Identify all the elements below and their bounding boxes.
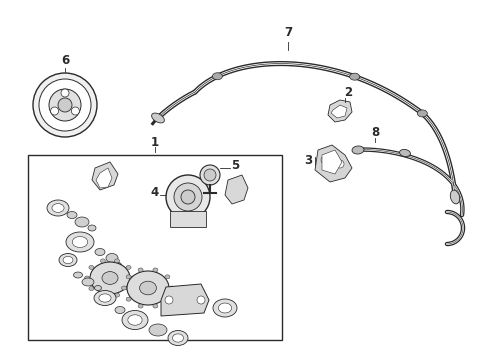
Ellipse shape [126,265,131,269]
Ellipse shape [417,110,427,117]
Ellipse shape [59,253,77,266]
Text: 6: 6 [61,54,69,67]
Ellipse shape [106,253,118,262]
Circle shape [321,156,329,164]
Circle shape [58,98,72,112]
Polygon shape [92,162,118,190]
Ellipse shape [122,286,126,290]
Circle shape [49,89,81,121]
Text: 7: 7 [284,26,292,39]
Ellipse shape [127,271,169,305]
Ellipse shape [165,275,170,279]
Ellipse shape [115,259,120,263]
Ellipse shape [89,287,94,291]
Ellipse shape [89,265,94,269]
Ellipse shape [126,297,131,301]
Ellipse shape [138,268,143,272]
Polygon shape [161,284,209,316]
Ellipse shape [74,272,82,278]
Text: 3: 3 [304,153,312,166]
Ellipse shape [95,248,105,256]
Ellipse shape [138,304,143,308]
Ellipse shape [115,262,122,267]
Ellipse shape [170,286,174,290]
Ellipse shape [126,287,131,291]
Circle shape [33,73,97,137]
Circle shape [197,296,205,304]
Ellipse shape [115,293,120,297]
Ellipse shape [130,276,136,280]
Ellipse shape [153,304,158,308]
Ellipse shape [102,271,118,284]
Text: 8: 8 [371,126,379,139]
Ellipse shape [63,256,73,264]
Ellipse shape [95,285,101,291]
Ellipse shape [90,262,130,294]
Ellipse shape [213,299,237,317]
Ellipse shape [84,276,90,280]
Bar [170,211,206,227]
Circle shape [200,165,220,185]
Bar [28,155,282,340]
Ellipse shape [352,146,364,154]
Circle shape [204,169,216,181]
Ellipse shape [52,204,64,212]
Ellipse shape [99,294,111,302]
Ellipse shape [350,73,360,80]
Ellipse shape [82,278,94,286]
Polygon shape [96,168,112,188]
Polygon shape [331,105,347,118]
Ellipse shape [450,190,460,204]
Ellipse shape [66,232,94,252]
Ellipse shape [128,315,142,325]
Ellipse shape [168,330,188,346]
Ellipse shape [165,297,170,301]
Ellipse shape [100,259,105,263]
Polygon shape [225,175,248,204]
Ellipse shape [153,268,158,272]
Ellipse shape [126,275,131,279]
Circle shape [174,183,202,211]
Ellipse shape [73,237,88,248]
Circle shape [181,190,195,204]
Ellipse shape [88,225,96,231]
Ellipse shape [115,306,125,314]
Ellipse shape [67,212,77,219]
Circle shape [166,175,210,219]
Text: 4: 4 [151,185,159,198]
Ellipse shape [149,324,167,336]
Polygon shape [328,100,352,122]
Text: 2: 2 [344,86,352,99]
Circle shape [50,107,59,115]
Ellipse shape [212,73,222,80]
Circle shape [336,160,344,168]
Ellipse shape [172,334,183,342]
Circle shape [72,107,79,115]
Polygon shape [315,145,352,182]
Ellipse shape [140,281,156,295]
Ellipse shape [100,293,105,297]
Ellipse shape [122,310,148,329]
Text: 1: 1 [151,135,159,149]
Ellipse shape [47,200,69,216]
Ellipse shape [399,149,411,157]
Ellipse shape [94,291,116,306]
Circle shape [61,89,69,97]
Circle shape [165,296,173,304]
Polygon shape [322,150,342,174]
Text: 5: 5 [231,158,239,171]
Circle shape [39,79,91,131]
Ellipse shape [151,113,164,123]
Ellipse shape [219,303,232,313]
Ellipse shape [75,217,89,227]
